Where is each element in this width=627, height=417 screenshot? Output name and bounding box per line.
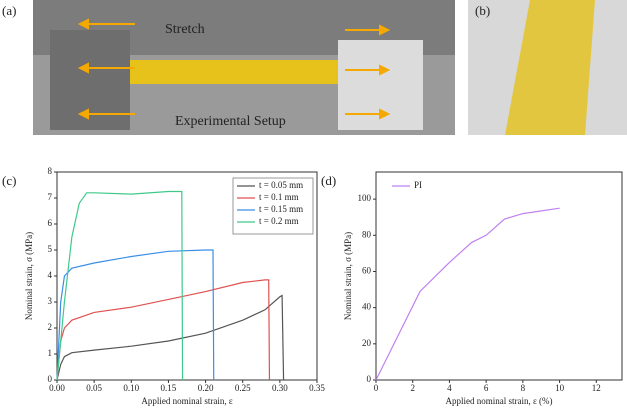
x-tick-label: 0.00 bbox=[49, 383, 65, 393]
panel-label: (d) bbox=[321, 173, 336, 188]
x-tick-label: 8 bbox=[521, 383, 526, 393]
x-tick-label: 4 bbox=[447, 383, 452, 393]
y-tick-label: 3 bbox=[48, 296, 53, 306]
photo-b: (b) bbox=[468, 0, 627, 135]
x-tick-label: 2 bbox=[410, 383, 415, 393]
series-line bbox=[56, 294, 285, 381]
x-tick-label: 0.20 bbox=[198, 383, 214, 393]
y-tick-label: 40 bbox=[362, 302, 372, 312]
y-tick-label: 0 bbox=[48, 374, 53, 384]
y-tick-label: 5 bbox=[48, 244, 53, 254]
series-line bbox=[375, 207, 560, 381]
y-axis-label: Nominal strain, σ (MPa) bbox=[343, 232, 353, 320]
x-tick-label: 0.25 bbox=[235, 383, 251, 393]
legend-label: t = 0.1 mm bbox=[259, 192, 299, 202]
y-tick-label: 20 bbox=[362, 338, 372, 348]
x-tick-label: 0 bbox=[374, 383, 379, 393]
x-tick-label: 0.15 bbox=[161, 383, 177, 393]
x-tick-label: 0.05 bbox=[86, 383, 102, 393]
x-axis-label: Applied nominal strain, ε (%) bbox=[445, 396, 552, 406]
kirigami-film bbox=[505, 0, 595, 135]
y-tick-label: 100 bbox=[358, 193, 372, 203]
y-tick-label: 1 bbox=[48, 348, 53, 358]
legend-box bbox=[232, 177, 314, 235]
x-tick-label: 10 bbox=[555, 383, 565, 393]
y-tick-label: 2 bbox=[48, 322, 53, 332]
photo-a: Stretch Experimental Setup (a) bbox=[2, 0, 455, 135]
series-line bbox=[56, 249, 215, 381]
y-axis-label: Nominal strain, σ (MPa) bbox=[24, 232, 34, 320]
legend-label: t = 0.15 mm bbox=[259, 204, 303, 214]
panel-label: (c) bbox=[2, 173, 16, 188]
y-tick-label: 7 bbox=[48, 192, 53, 202]
x-tick-label: 12 bbox=[592, 383, 601, 393]
plot-frame bbox=[375, 171, 623, 381]
series-line bbox=[56, 279, 271, 381]
film-strip bbox=[120, 60, 350, 84]
legend-label: t = 0.2 mm bbox=[259, 216, 299, 226]
series-line bbox=[56, 190, 184, 381]
panel-label: (b) bbox=[475, 3, 490, 18]
legend-label: t = 0.05 mm bbox=[259, 180, 303, 190]
x-tick-label: 6 bbox=[484, 383, 489, 393]
x-axis-label: Applied nominal strain, ε bbox=[141, 396, 232, 406]
x-tick-label: 0.10 bbox=[123, 383, 139, 393]
y-tick-label: 0 bbox=[367, 374, 372, 384]
y-tick-label: 4 bbox=[48, 270, 53, 280]
photo-text: Stretch bbox=[165, 22, 205, 37]
y-tick-label: 6 bbox=[48, 218, 53, 228]
y-tick-label: 8 bbox=[48, 166, 53, 176]
x-tick-label: 0.35 bbox=[309, 383, 325, 393]
legend-label: PI bbox=[414, 180, 422, 190]
x-tick-label: 0.30 bbox=[272, 383, 288, 393]
arrows bbox=[77, 18, 391, 120]
panel-label: (a) bbox=[2, 3, 16, 18]
photo-text: Experimental Setup bbox=[175, 114, 286, 129]
y-tick-label: 80 bbox=[362, 229, 372, 239]
y-tick-label: 60 bbox=[362, 266, 372, 276]
